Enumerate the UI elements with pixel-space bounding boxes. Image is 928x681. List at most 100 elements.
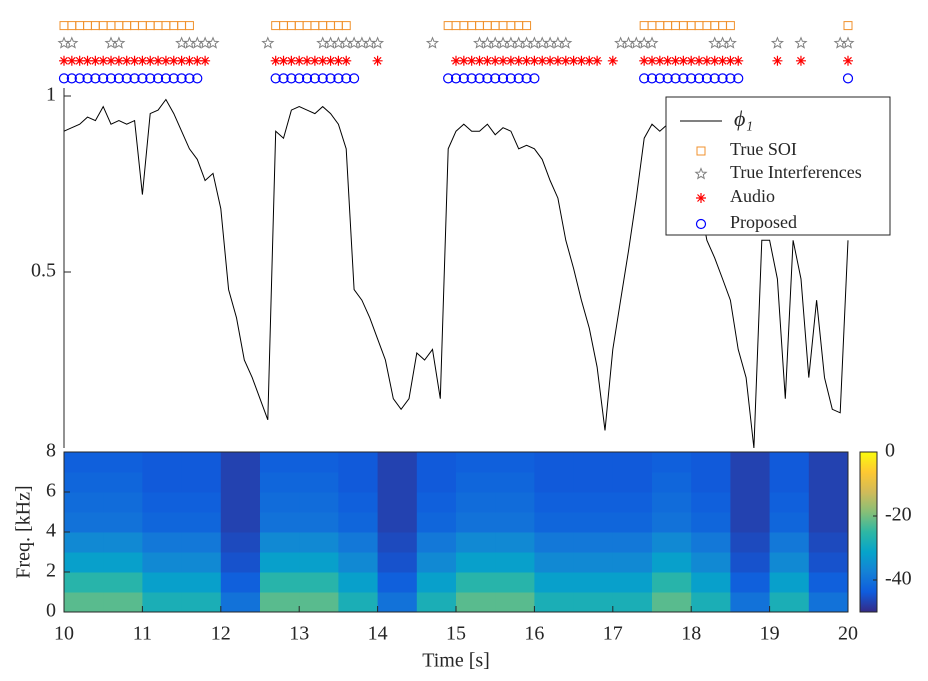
heat-cell bbox=[808, 492, 849, 513]
heat-cell bbox=[534, 512, 575, 533]
marker-asterisk bbox=[560, 55, 571, 66]
heat-cell bbox=[220, 572, 261, 593]
heat-cell bbox=[64, 492, 104, 513]
heat-cell bbox=[769, 492, 810, 513]
marker-asterisk bbox=[694, 55, 705, 66]
heat-cell bbox=[691, 592, 731, 613]
heat-cell bbox=[142, 492, 183, 513]
heat-cell bbox=[338, 592, 379, 613]
marker-square bbox=[443, 21, 453, 31]
marker-circle bbox=[529, 73, 540, 84]
marker-circle bbox=[145, 73, 156, 84]
heat-cell bbox=[612, 532, 653, 553]
marker-circle bbox=[113, 73, 124, 84]
marker-square bbox=[506, 21, 516, 31]
heat-cell bbox=[730, 552, 771, 573]
heat-cell bbox=[652, 572, 692, 593]
marker-star bbox=[841, 36, 855, 49]
heat-cell bbox=[299, 492, 339, 513]
heat-cell bbox=[573, 592, 614, 613]
legend-label: True Interferences bbox=[730, 162, 862, 182]
marker-asterisk bbox=[113, 55, 124, 66]
heat-cell bbox=[495, 572, 535, 593]
heat-cell bbox=[103, 532, 143, 553]
data-line bbox=[63, 98, 849, 449]
x-tick-label: 19 bbox=[760, 623, 780, 645]
colorbar bbox=[859, 451, 878, 613]
marker-star bbox=[723, 36, 737, 49]
marker-square bbox=[98, 21, 108, 31]
marker-square bbox=[490, 21, 500, 31]
heat-cell bbox=[64, 472, 104, 493]
heat-cell bbox=[769, 572, 810, 593]
marker-circle bbox=[490, 73, 501, 84]
heat-cell bbox=[730, 452, 771, 473]
marker-asterisk bbox=[607, 55, 618, 66]
heat-cell bbox=[142, 532, 183, 553]
heat-cell bbox=[691, 472, 731, 493]
heat-cell bbox=[691, 552, 731, 573]
heat-cell bbox=[612, 592, 653, 613]
marker-square bbox=[130, 21, 140, 31]
marker-asterisk bbox=[372, 55, 383, 66]
heat-cell bbox=[181, 592, 222, 613]
heat-cell bbox=[769, 452, 810, 473]
marker-asterisk bbox=[184, 55, 195, 66]
heat-cell bbox=[220, 532, 261, 553]
marker-circle bbox=[725, 73, 736, 84]
marker-circle bbox=[66, 73, 77, 84]
marker-square bbox=[475, 21, 485, 31]
marker-asterisk bbox=[317, 55, 328, 66]
marker-square bbox=[725, 21, 735, 31]
marker-circle bbox=[325, 73, 336, 84]
heat-cell bbox=[495, 512, 535, 533]
heat-cell bbox=[416, 452, 457, 473]
marker-asterisk bbox=[647, 55, 657, 66]
heat-cell bbox=[142, 592, 183, 613]
marker-asterisk bbox=[66, 55, 77, 66]
colorbar-tick-label: 0 bbox=[885, 440, 895, 462]
marker-asterisk bbox=[678, 55, 689, 66]
marker-asterisk bbox=[843, 55, 853, 66]
marker-square bbox=[647, 21, 657, 31]
marker-asterisk bbox=[286, 55, 297, 66]
marker-asterisk bbox=[121, 55, 132, 66]
marker-asterisk bbox=[717, 55, 728, 66]
heat-cell bbox=[181, 452, 222, 473]
heat-cell bbox=[456, 592, 496, 613]
heat-cell bbox=[103, 592, 143, 613]
marker-circle bbox=[686, 73, 697, 84]
heat-cell bbox=[652, 552, 692, 573]
marker-asterisk bbox=[552, 55, 563, 66]
heat-cell bbox=[730, 472, 771, 493]
marker-circle bbox=[482, 73, 493, 84]
heat-cell bbox=[612, 452, 653, 473]
marker-asterisk bbox=[451, 55, 461, 66]
heat-cell bbox=[299, 452, 339, 473]
marker-asterisk bbox=[709, 55, 720, 66]
heat-cell bbox=[769, 552, 810, 573]
marker-square bbox=[710, 21, 720, 31]
marker-asterisk bbox=[725, 55, 736, 66]
marker-asterisk bbox=[309, 55, 320, 66]
marker-asterisk bbox=[662, 55, 673, 66]
legend-label: ϕ₁ bbox=[734, 106, 753, 131]
marker-asterisk bbox=[294, 55, 305, 66]
marker-star bbox=[770, 36, 785, 49]
marker-asterisk bbox=[466, 55, 477, 66]
marker-star bbox=[645, 36, 659, 49]
heat-cell bbox=[260, 572, 300, 593]
heat-cell bbox=[416, 532, 457, 553]
marker-asterisk bbox=[545, 55, 556, 66]
heat-cell bbox=[612, 552, 653, 573]
heat-cell bbox=[220, 452, 261, 473]
marker-circle bbox=[286, 73, 297, 84]
heat-cell bbox=[377, 532, 418, 553]
marker-circle bbox=[450, 73, 462, 84]
heat-cell bbox=[377, 492, 418, 513]
x-tick-label: 14 bbox=[368, 623, 388, 645]
heat-cell bbox=[64, 592, 104, 613]
y-tick-label: 0 bbox=[46, 600, 56, 622]
heat-cell bbox=[730, 592, 771, 613]
